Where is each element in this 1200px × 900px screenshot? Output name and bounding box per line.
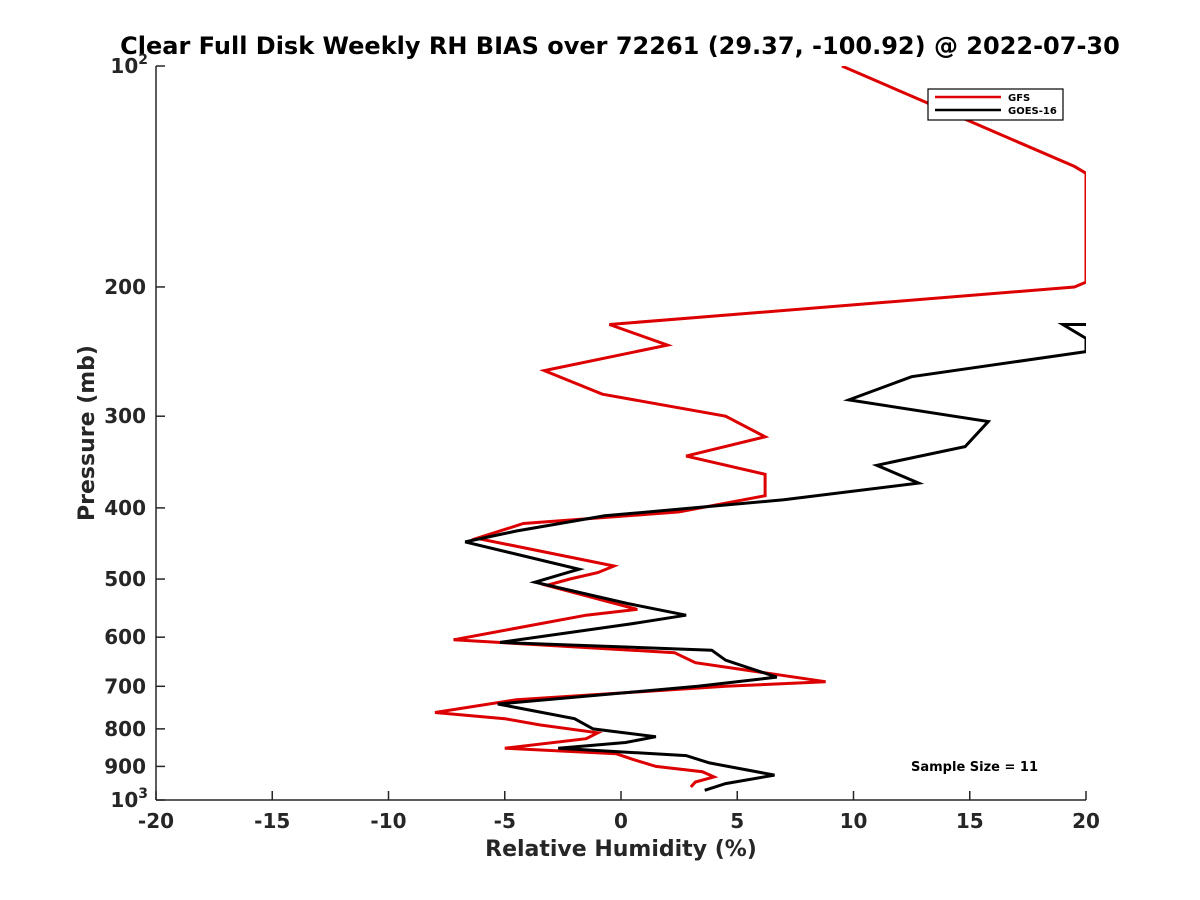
x-tick-label: -15 <box>254 809 290 833</box>
legend-label-goes16: GOES-16 <box>1008 106 1057 117</box>
y-tick-label: 103 <box>110 786 148 812</box>
y-tick-label: 300 <box>104 404 146 428</box>
series-line-gfs <box>434 66 1086 789</box>
sample-size-annotation: Sample Size = 11 <box>911 760 1038 775</box>
series-line-goes-16 <box>464 323 1086 792</box>
series-layer <box>434 66 1086 792</box>
x-tick-label: -20 <box>138 809 174 833</box>
y-tick-label: 500 <box>104 567 146 591</box>
x-ticks: -20 -15 -10 -5 0 5 10 15 20 <box>138 791 1100 833</box>
y-tick-label: 102 <box>110 52 148 78</box>
legend-box <box>927 88 1064 121</box>
x-tick-label: -5 <box>494 809 516 833</box>
y-tick-label: 200 <box>104 275 146 299</box>
plot-area: -20 -15 -10 -5 0 5 10 15 20 102 200 300 400 500 600 70… <box>104 52 1100 833</box>
legend-label-gfs: GFS <box>1008 93 1030 104</box>
plot-background <box>156 66 1086 800</box>
y-tick-label: 700 <box>104 674 146 698</box>
y-ticks: 102 200 300 400 500 600 700 800 900 103 <box>104 52 165 812</box>
x-tick-label: 15 <box>956 809 984 833</box>
y-tick-label: 400 <box>104 496 146 520</box>
x-tick-label: 5 <box>730 809 744 833</box>
y-axis-label: Pressure (mb) <box>75 345 100 521</box>
legend: GFS GOES-16 <box>927 88 1064 121</box>
y-tick-label: 800 <box>104 717 146 741</box>
x-tick-label: 10 <box>840 809 868 833</box>
x-axis-label: Relative Humidity (%) <box>485 837 757 862</box>
y-tick-label: 900 <box>104 754 146 778</box>
x-tick-label: -10 <box>370 809 406 833</box>
x-tick-label: 20 <box>1072 809 1100 833</box>
x-tick-label: 0 <box>614 809 628 833</box>
y-tick-label: 600 <box>104 625 146 649</box>
chart-title: Clear Full Disk Weekly RH BIAS over 7226… <box>120 32 1120 60</box>
